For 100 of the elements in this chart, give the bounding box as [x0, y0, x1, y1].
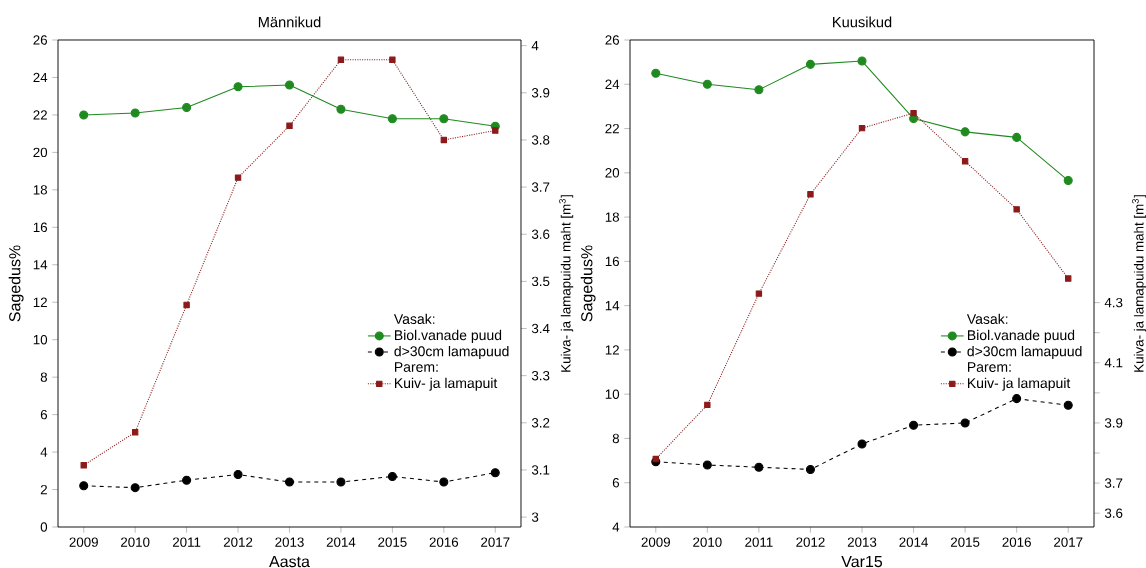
y2-tick-label: 3.4 [531, 323, 550, 334]
y-tick-label: 20 [605, 168, 620, 178]
point [79, 481, 89, 491]
x-tick-label: 2009 [69, 537, 98, 547]
y-tick-label: 8 [612, 433, 620, 444]
x-tick-label: 2009 [641, 537, 670, 547]
y-tick-label: 22 [33, 110, 47, 120]
point [704, 401, 711, 409]
point [1012, 132, 1022, 142]
y-tick-label: 8 [40, 372, 48, 382]
point [286, 122, 293, 129]
point [182, 102, 192, 112]
y-axis-title: Sagedus% [8, 245, 24, 322]
x-tick-label: 2012 [796, 537, 825, 547]
x-tick-label: 2016 [1002, 537, 1031, 547]
y2-tick-label: 3.9 [531, 88, 550, 98]
x-tick-label: 2012 [223, 537, 253, 547]
y-tick-label: 2 [40, 484, 47, 495]
y-tick-label: 22 [605, 123, 619, 134]
y-tick-label: 12 [33, 297, 47, 307]
point [79, 110, 89, 120]
x-tick-label: 2013 [275, 537, 304, 547]
x-axis-title: Var15 [841, 556, 883, 568]
annotation: Parem: [968, 362, 1011, 372]
point [702, 79, 712, 89]
y-tick-label: 6 [40, 409, 48, 420]
y2-tick-label: 3.7 [531, 182, 550, 192]
point [805, 464, 815, 474]
y2-tick-label: 3.5 [531, 276, 550, 287]
x-axis-title: Aasta [269, 556, 310, 568]
y-axis-title: Sagedus% [580, 245, 596, 322]
point [755, 290, 763, 297]
legend-label: Biol.vanade puud [395, 329, 502, 343]
y2-tick-label: 3.9 [1104, 418, 1123, 428]
point [336, 104, 346, 114]
point [130, 483, 140, 493]
x-tick-label: 2015 [950, 537, 980, 547]
point [1063, 176, 1073, 186]
y-tick-label: 16 [33, 222, 48, 233]
y-tick-label: 16 [605, 256, 620, 267]
point [1063, 400, 1073, 410]
point [440, 136, 448, 144]
legend-label: d>30cm lamapuud [967, 345, 1082, 360]
y-tick-label: 18 [33, 185, 48, 195]
y2-tick-label: 4 [531, 41, 539, 51]
annotation: Parem: [395, 362, 438, 372]
point [960, 127, 970, 137]
y2-tick-label: 3.8 [531, 135, 550, 145]
y2-tick-label: 4.3 [1104, 297, 1123, 308]
point [337, 56, 345, 63]
legend-label: Kuiv- ja lamapuit [968, 377, 1071, 391]
y2-tick-label: 3.6 [1104, 508, 1123, 518]
y2-tick-label: 4.1 [1104, 358, 1123, 368]
point [387, 471, 397, 481]
legend-title: Vasak: [393, 313, 435, 324]
point [492, 127, 499, 134]
legend-label: Kuiv- ja lamapuit [395, 377, 498, 391]
y-tick-label: 26 [33, 35, 48, 45]
y2-tick-label: 3.1 [531, 465, 550, 475]
y2-axis-title: Kuiva- ja lamapuidu maht [m$^{3}$] [559, 195, 574, 372]
y-tick-label: 4 [612, 522, 620, 532]
y-tick-label: 14 [33, 260, 48, 270]
point [805, 59, 815, 69]
y-tick-label: 0 [40, 522, 48, 532]
y-tick-label: 10 [605, 389, 620, 399]
legend-title: Vasak: [966, 313, 1008, 324]
y2-tick-label: 3.2 [531, 418, 550, 428]
point [961, 158, 969, 165]
point [80, 462, 87, 469]
chart-title: Kuusikud [833, 16, 892, 28]
point [754, 85, 764, 95]
point [233, 82, 243, 92]
point [652, 455, 659, 463]
point [336, 477, 346, 487]
legend-label: d>30cm lamapuud [394, 345, 509, 360]
x-tick-label: 2017 [1054, 537, 1083, 547]
point [1012, 394, 1022, 404]
point [1013, 206, 1020, 213]
y2-tick-label: 3.7 [1104, 478, 1123, 488]
y-tick-label: 18 [605, 212, 620, 222]
point [131, 429, 139, 436]
x-tick-label: 2015 [378, 537, 407, 547]
x-tick-label: 2013 [847, 537, 877, 547]
y-tick-label: 6 [612, 478, 620, 488]
point [1065, 275, 1072, 282]
point [182, 475, 192, 485]
point [858, 124, 866, 132]
point [651, 68, 661, 78]
point [439, 114, 449, 124]
chart-title: Männikud [258, 16, 321, 28]
point [910, 109, 917, 117]
x-tick-label: 2017 [481, 537, 510, 547]
point [909, 420, 919, 430]
point [857, 439, 867, 449]
point [490, 468, 500, 478]
point [857, 56, 867, 66]
y-tick-label: 10 [33, 334, 48, 345]
point [284, 477, 295, 487]
y-tick-label: 26 [605, 35, 620, 45]
point [439, 477, 449, 487]
